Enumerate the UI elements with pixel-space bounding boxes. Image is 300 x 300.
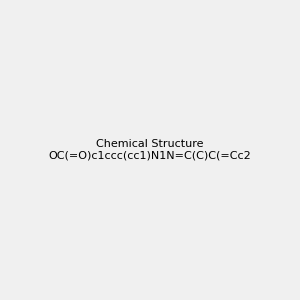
Text: Chemical Structure
OC(=O)c1ccc(cc1)N1N=C(C)C(=Cc2: Chemical Structure OC(=O)c1ccc(cc1)N1N=C… — [49, 139, 251, 161]
